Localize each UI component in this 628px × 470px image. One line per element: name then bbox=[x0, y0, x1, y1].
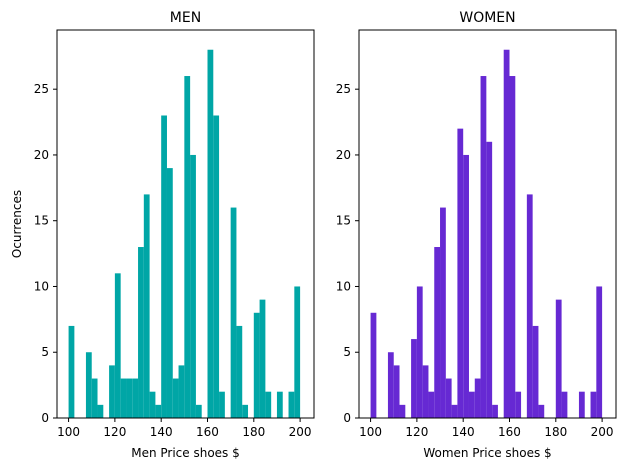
women-x-tick-label: 200 bbox=[591, 425, 614, 439]
men-bar bbox=[253, 312, 260, 418]
men-bar bbox=[294, 286, 301, 418]
women-bar bbox=[451, 404, 458, 418]
women-bar bbox=[422, 365, 429, 418]
women-y-tick-label: 0 bbox=[343, 411, 351, 425]
women-bar bbox=[387, 352, 394, 418]
women-bar bbox=[399, 404, 406, 418]
women-x-tick-label: 140 bbox=[452, 425, 475, 439]
men-y-tick-label: 20 bbox=[34, 148, 49, 162]
women-x-tick-label: 180 bbox=[544, 425, 567, 439]
men-bar bbox=[166, 168, 173, 418]
men-y-axis-label: Ocurrences bbox=[10, 190, 24, 258]
women-plot-frame bbox=[358, 29, 617, 419]
women-x-axis-label: Women Price shoes $ bbox=[423, 446, 551, 460]
women-bar bbox=[428, 391, 435, 418]
men-y-tick-label: 25 bbox=[34, 82, 49, 96]
men-bar bbox=[265, 391, 272, 418]
women-x-tick-label: 160 bbox=[498, 425, 521, 439]
women-bar bbox=[393, 365, 400, 418]
women-bar bbox=[526, 194, 533, 418]
men-x-tick-label: 160 bbox=[196, 425, 219, 439]
women-bar bbox=[463, 154, 469, 418]
men-y-tick-label: 10 bbox=[34, 279, 49, 293]
women-x-tick-label: 100 bbox=[359, 425, 382, 439]
men-bar bbox=[120, 378, 127, 418]
men-bar bbox=[161, 115, 167, 419]
men-x-tick-label: 140 bbox=[150, 425, 173, 439]
men-bar bbox=[91, 378, 98, 418]
women-bar bbox=[555, 299, 562, 418]
men-bar bbox=[138, 247, 144, 418]
women-bar bbox=[411, 339, 417, 418]
men-plot-frame bbox=[56, 29, 315, 419]
men-bar bbox=[97, 404, 104, 418]
men-bar bbox=[236, 325, 243, 418]
men-bar bbox=[114, 273, 121, 418]
men-bar bbox=[149, 391, 156, 418]
women-bar bbox=[503, 49, 510, 418]
women-bar bbox=[509, 76, 516, 418]
men-bar bbox=[259, 299, 266, 418]
men-bar bbox=[288, 391, 295, 418]
women-bar bbox=[445, 378, 452, 418]
men-x-axis-label: Men Price shoes $ bbox=[131, 446, 240, 460]
women-bar bbox=[416, 286, 423, 418]
men-bar bbox=[213, 115, 220, 419]
men-bar bbox=[219, 391, 225, 418]
men-bar bbox=[126, 378, 133, 418]
men-bar bbox=[190, 154, 196, 418]
women-bar bbox=[578, 391, 585, 418]
women-x-tick-label: 120 bbox=[405, 425, 428, 439]
men-bar bbox=[207, 49, 214, 418]
women-bar bbox=[434, 247, 441, 418]
women-bar bbox=[538, 404, 545, 418]
men-bar bbox=[68, 325, 75, 418]
women-y-tick-label: 10 bbox=[336, 279, 351, 293]
men-bar bbox=[109, 365, 115, 418]
men-bar bbox=[178, 365, 185, 418]
men-x-tick-label: 100 bbox=[57, 425, 80, 439]
women-bar bbox=[492, 404, 498, 418]
men-bar bbox=[242, 404, 249, 418]
women-bar bbox=[596, 286, 603, 418]
women-bar bbox=[370, 312, 377, 418]
women-y-tick-label: 25 bbox=[336, 82, 351, 96]
men-x-tick-label: 120 bbox=[103, 425, 126, 439]
men-bar bbox=[143, 194, 150, 418]
men-bar bbox=[276, 391, 283, 418]
women-bar bbox=[561, 391, 568, 418]
men-bar bbox=[132, 378, 139, 418]
women-y-tick-label: 20 bbox=[336, 148, 351, 162]
men-bar bbox=[195, 404, 202, 418]
men-bar bbox=[184, 76, 191, 418]
men-histogram-panel: MEN Men Price shoes $ Ocurrences 100 120 1… bbox=[10, 10, 315, 460]
men-bar bbox=[230, 207, 237, 418]
women-bar bbox=[532, 325, 539, 418]
women-bar bbox=[515, 391, 522, 418]
men-y-tick-label: 15 bbox=[34, 214, 49, 228]
women-bar bbox=[480, 76, 487, 418]
women-chart-title: WOMEN bbox=[459, 10, 515, 26]
women-y-tick-label: 15 bbox=[336, 214, 351, 228]
women-histogram-panel: WOMEN Women Price shoes $ 100 120 140 160 18… bbox=[336, 10, 617, 460]
women-bar bbox=[468, 391, 475, 418]
men-x-tick-label: 200 bbox=[289, 425, 312, 439]
women-bar bbox=[590, 391, 597, 418]
women-bar bbox=[474, 378, 481, 418]
men-y-tick-label: 5 bbox=[41, 345, 49, 359]
men-bar bbox=[172, 378, 179, 418]
men-bar bbox=[155, 404, 162, 418]
women-y-tick-label: 5 bbox=[343, 345, 351, 359]
men-chart-title: MEN bbox=[170, 10, 201, 26]
women-bar bbox=[486, 141, 493, 419]
men-y-tick-label: 0 bbox=[41, 411, 49, 425]
men-x-tick-label: 180 bbox=[242, 425, 265, 439]
women-bar bbox=[457, 128, 464, 418]
men-bar bbox=[85, 352, 92, 418]
women-bar bbox=[440, 207, 446, 418]
